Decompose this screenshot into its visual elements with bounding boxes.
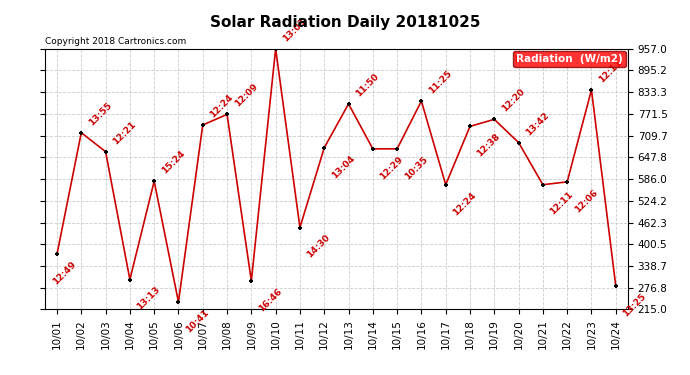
Point — [100, 148, 111, 154]
Point — [586, 87, 597, 93]
Text: 12:09: 12:09 — [233, 82, 259, 109]
Point — [513, 140, 524, 146]
Point — [464, 123, 475, 129]
Text: 13:03: 13:03 — [282, 16, 308, 43]
Point — [489, 116, 500, 122]
Point — [392, 146, 403, 152]
Text: 12:06: 12:06 — [573, 188, 599, 214]
Point — [52, 251, 63, 257]
Point — [416, 98, 427, 104]
Point — [173, 299, 184, 305]
Legend: Radiation  (W/m2): Radiation (W/m2) — [513, 51, 626, 67]
Point — [367, 146, 378, 152]
Text: 12:11: 12:11 — [549, 190, 575, 217]
Text: 10:41: 10:41 — [184, 308, 210, 334]
Point — [295, 225, 306, 231]
Text: 13:04: 13:04 — [330, 153, 357, 180]
Point — [562, 179, 573, 185]
Point — [440, 182, 451, 188]
Text: 16:46: 16:46 — [257, 286, 284, 313]
Text: 12:24: 12:24 — [208, 93, 235, 119]
Point — [610, 283, 621, 289]
Point — [246, 278, 257, 284]
Text: 12:11: 12:11 — [597, 58, 624, 84]
Point — [343, 101, 354, 107]
Point — [124, 276, 135, 282]
Text: 13:42: 13:42 — [524, 110, 551, 137]
Point — [319, 145, 330, 151]
Text: 13:25: 13:25 — [621, 291, 648, 318]
Point — [221, 111, 233, 117]
Point — [538, 182, 549, 188]
Text: 15:24: 15:24 — [159, 149, 186, 176]
Text: 13:13: 13:13 — [135, 285, 162, 312]
Point — [148, 178, 159, 184]
Point — [197, 122, 208, 128]
Text: Solar Radiation Daily 20181025: Solar Radiation Daily 20181025 — [210, 15, 480, 30]
Text: 14:30: 14:30 — [306, 233, 332, 260]
Text: 12:21: 12:21 — [111, 120, 138, 146]
Point — [270, 46, 281, 52]
Text: 12:29: 12:29 — [378, 154, 405, 181]
Point — [76, 130, 87, 136]
Text: 12:20: 12:20 — [500, 87, 526, 114]
Text: 11:25: 11:25 — [427, 69, 453, 96]
Text: 13:55: 13:55 — [87, 100, 113, 127]
Text: 12:49: 12:49 — [52, 260, 78, 286]
Text: Copyright 2018 Cartronics.com: Copyright 2018 Cartronics.com — [45, 37, 186, 46]
Text: 11:50: 11:50 — [354, 72, 381, 98]
Text: 10:35: 10:35 — [403, 154, 429, 181]
Text: 12:24: 12:24 — [451, 190, 478, 217]
Text: 12:38: 12:38 — [475, 132, 502, 159]
